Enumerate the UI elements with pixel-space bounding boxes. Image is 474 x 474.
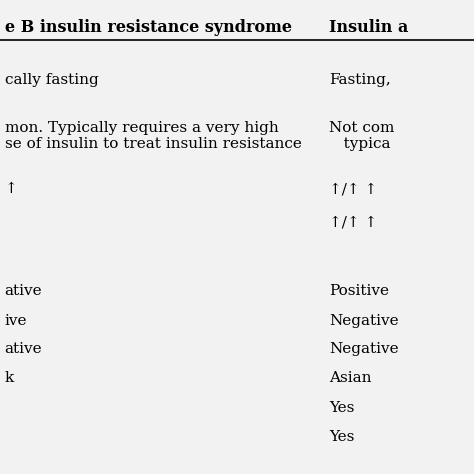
Text: ↑: ↑ xyxy=(5,182,18,197)
Text: mon. Typically requires a very high
se of insulin to treat insulin resistance: mon. Typically requires a very high se o… xyxy=(5,121,301,151)
Text: ↑/↑ ↑: ↑/↑ ↑ xyxy=(329,216,378,230)
Text: Insulin a: Insulin a xyxy=(329,19,409,36)
Text: Negative: Negative xyxy=(329,314,399,328)
Text: Positive: Positive xyxy=(329,284,390,299)
Text: ative: ative xyxy=(5,284,42,299)
Text: Yes: Yes xyxy=(329,430,355,445)
Text: Asian: Asian xyxy=(329,371,372,385)
Text: cally fasting: cally fasting xyxy=(5,73,99,88)
Text: k: k xyxy=(5,371,14,385)
Text: Not com
   typica: Not com typica xyxy=(329,121,395,151)
Text: ative: ative xyxy=(5,342,42,356)
Text: Fasting,: Fasting, xyxy=(329,73,391,88)
Text: ive: ive xyxy=(5,314,27,328)
Text: Yes: Yes xyxy=(329,401,355,415)
Text: ↑/↑ ↑: ↑/↑ ↑ xyxy=(329,182,378,197)
Text: e B insulin resistance syndrome: e B insulin resistance syndrome xyxy=(5,19,292,36)
Text: Negative: Negative xyxy=(329,342,399,356)
